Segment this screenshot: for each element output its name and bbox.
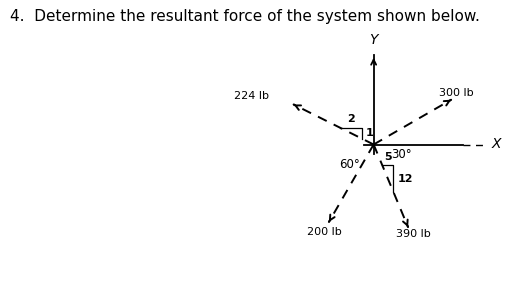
- Text: 5: 5: [384, 152, 391, 162]
- Text: 12: 12: [397, 174, 413, 184]
- Text: 200 lb: 200 lb: [307, 227, 342, 237]
- Text: 390 lb: 390 lb: [396, 229, 430, 239]
- Text: Y: Y: [369, 33, 378, 47]
- Text: 60°: 60°: [340, 158, 360, 171]
- Text: 2: 2: [347, 114, 355, 124]
- Text: 4.  Determine the resultant force of the system shown below.: 4. Determine the resultant force of the …: [10, 9, 481, 24]
- Text: X: X: [492, 138, 501, 151]
- Text: 224 lb: 224 lb: [234, 91, 269, 101]
- Text: 1: 1: [366, 128, 373, 138]
- Text: 300 lb: 300 lb: [439, 88, 473, 98]
- Text: 30°: 30°: [391, 148, 412, 161]
